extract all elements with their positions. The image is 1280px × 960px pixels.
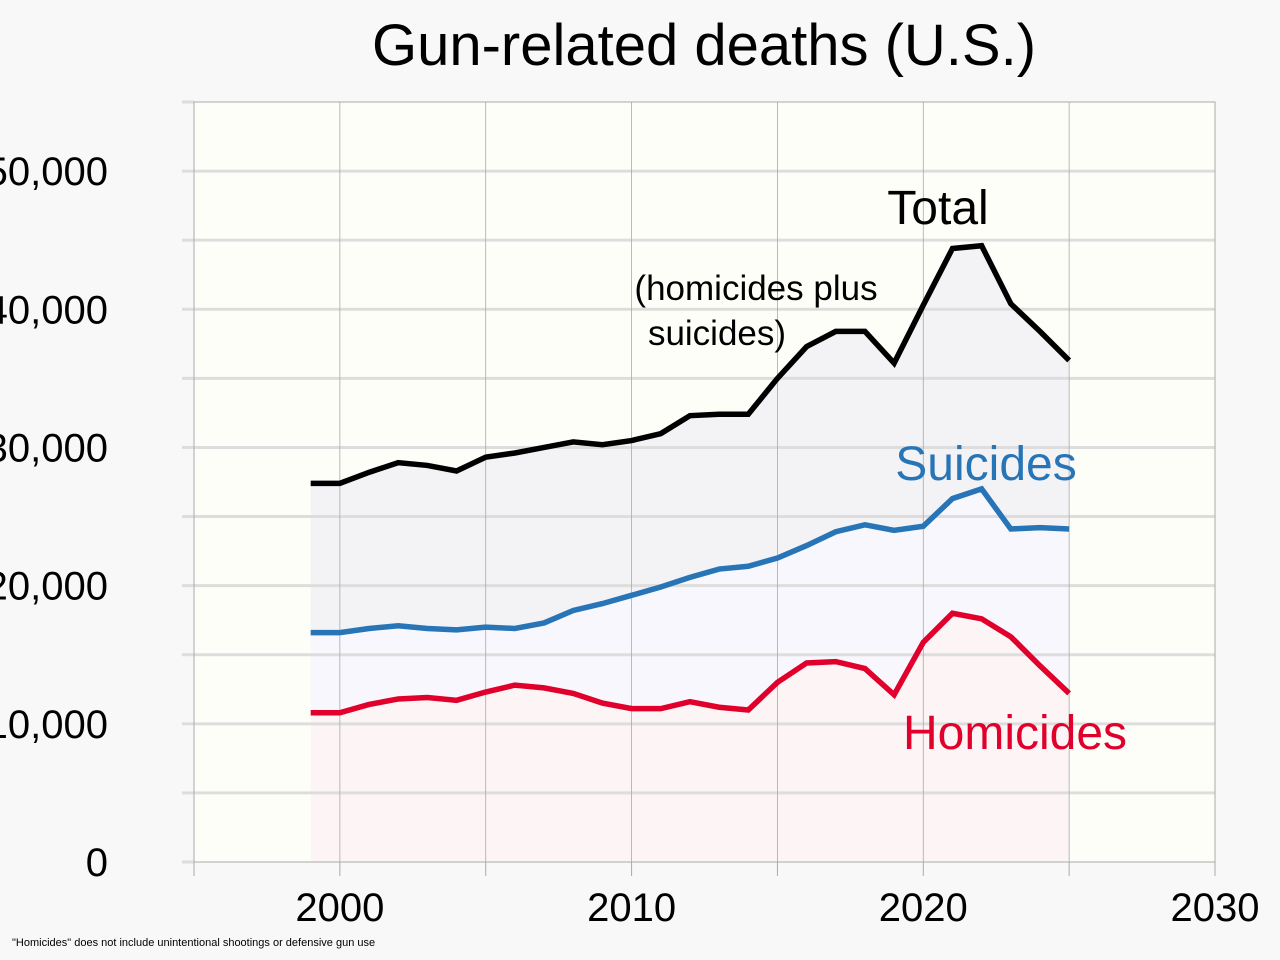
area-fills bbox=[310, 245, 1070, 862]
tick-labels: 0 10,000 20,000 30,000 40,000 50,000 2000 2010 2… bbox=[0, 150, 1259, 930]
y-tick-label: 10,000 bbox=[0, 703, 108, 747]
area-fill-total bbox=[310, 245, 1070, 633]
series-line-total bbox=[310, 242, 1072, 487]
chart-title: Gun-related deaths (U.S.) bbox=[372, 13, 1036, 78]
y-tick-label: 0 bbox=[86, 841, 108, 885]
series-line-suicides bbox=[310, 485, 1070, 636]
y-tick-label: 20,000 bbox=[0, 565, 108, 609]
series-label-total: Total bbox=[887, 182, 988, 235]
x-tick-label: 2010 bbox=[587, 886, 676, 930]
x-tick-label: 2030 bbox=[1171, 886, 1260, 930]
x-tick-label: 2020 bbox=[879, 886, 968, 930]
series-label-homicides: Homicides bbox=[903, 707, 1127, 760]
y-tick-label: 50,000 bbox=[0, 150, 108, 194]
y-tick-label: 30,000 bbox=[0, 426, 108, 470]
total-note-line2: suicides) bbox=[648, 314, 786, 353]
plot-frame bbox=[193, 101, 1216, 863]
grid bbox=[182, 100, 1216, 876]
series-line-homicides bbox=[310, 610, 1072, 716]
total-note-line1: (homicides plus bbox=[634, 269, 877, 308]
area-fill-suicides bbox=[310, 488, 1070, 713]
y-tick-label: 40,000 bbox=[0, 288, 108, 332]
x-tick-label: 2000 bbox=[295, 886, 384, 930]
footnote: "Homicides" does not include unintention… bbox=[12, 937, 375, 949]
area-fill-homicides bbox=[310, 613, 1070, 862]
series-label-suicides: Suicides bbox=[895, 438, 1076, 491]
series-lines bbox=[310, 242, 1072, 716]
